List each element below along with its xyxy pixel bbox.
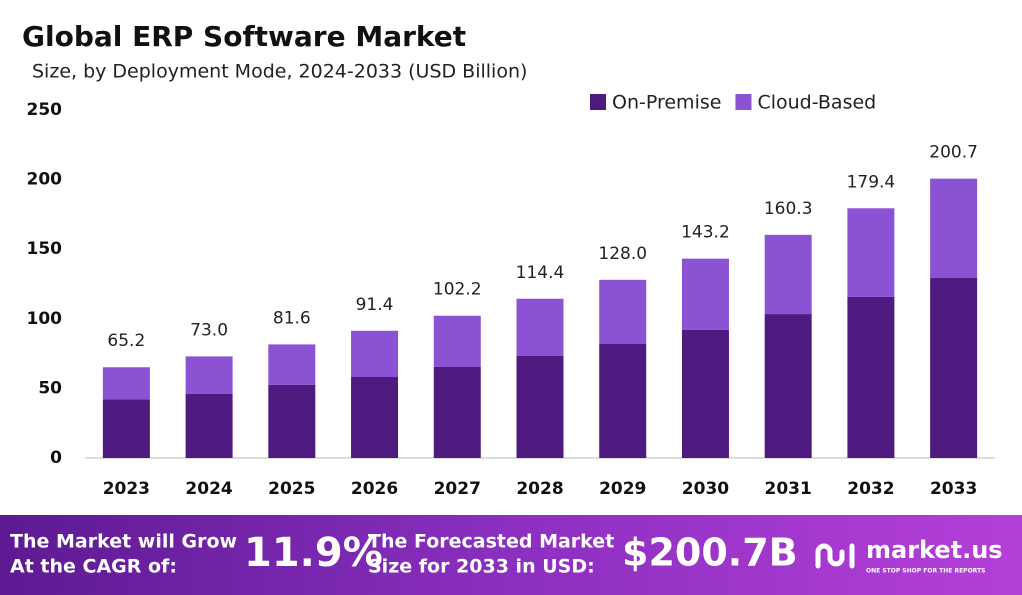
bar-segment	[681, 258, 729, 330]
total-label: 114.4	[516, 263, 565, 283]
y-tick-label: 0	[50, 448, 62, 468]
total-label: 179.4	[847, 172, 896, 192]
x-tick-label: 2031	[765, 479, 812, 499]
x-tick-label: 2028	[516, 479, 563, 499]
total-label: 81.6	[273, 308, 311, 328]
footer-forecast: $200.7B	[622, 531, 798, 575]
total-label: 128.0	[598, 244, 647, 264]
legend-swatch	[590, 94, 606, 110]
brand-logo	[815, 543, 855, 569]
y-tick-label: 50	[38, 378, 62, 398]
brand-name: market.us	[866, 536, 1003, 564]
footer-forecast-text: The Forecasted Market	[368, 531, 614, 553]
bar-segment	[102, 399, 150, 458]
bar-segment	[930, 278, 978, 458]
bar-segment	[185, 356, 233, 394]
y-tick-label: 150	[27, 239, 63, 259]
bar-segment	[847, 208, 895, 297]
x-tick-label: 2026	[351, 479, 398, 499]
bar-segment	[433, 366, 481, 458]
total-label: 102.2	[433, 280, 482, 300]
x-tick-label: 2029	[599, 479, 646, 499]
chart-title: Global ERP Software Market	[22, 20, 466, 53]
bar-segment	[102, 367, 150, 400]
x-tick-label: 2027	[434, 479, 481, 499]
x-tick-label: 2032	[847, 479, 894, 499]
bar-segment	[847, 296, 895, 458]
bar-segment	[433, 315, 481, 367]
bar-segment	[516, 298, 564, 356]
bar-segment	[764, 314, 812, 458]
bar-segment	[599, 279, 647, 344]
bar-segment	[681, 329, 729, 458]
footer-cagr: 11.9%	[244, 530, 383, 576]
bar-segment	[351, 376, 399, 458]
bar-segment	[516, 355, 564, 458]
y-tick-label: 250	[27, 100, 63, 120]
total-label: 65.2	[107, 331, 145, 351]
legend-label: Cloud-Based	[757, 92, 876, 114]
y-tick-label: 100	[27, 309, 63, 329]
legend-label: On-Premise	[612, 92, 721, 114]
total-label: 160.3	[764, 199, 813, 219]
bar-segment	[599, 343, 647, 458]
x-tick-label: 2024	[185, 479, 232, 499]
footer-cagr-text: At the CAGR of:	[10, 556, 177, 578]
y-tick-label: 200	[27, 170, 63, 190]
total-label: 143.2	[681, 223, 730, 243]
bar-segment	[185, 393, 233, 458]
bar-segment	[268, 344, 316, 385]
total-label: 91.4	[356, 295, 394, 315]
footer-forecast-text: Size for 2033 in USD:	[368, 556, 595, 578]
bar-segment	[351, 330, 399, 377]
x-tick-label: 2023	[103, 479, 150, 499]
x-tick-label: 2030	[682, 479, 729, 499]
brand-tagline: ONE STOP SHOP FOR THE REPORTS	[866, 568, 985, 575]
bar-segment	[268, 384, 316, 458]
footer-cagr-text: The Market will Grow	[10, 531, 237, 553]
bar-segment	[764, 234, 812, 315]
x-tick-label: 2025	[268, 479, 315, 499]
x-tick-label: 2033	[930, 479, 977, 499]
chart-subtitle: Size, by Deployment Mode, 2024-2033 (USD…	[32, 61, 527, 83]
total-label: 73.0	[190, 320, 228, 340]
bar-segment	[930, 178, 978, 279]
total-label: 200.7	[929, 143, 978, 163]
legend-swatch	[735, 94, 752, 110]
